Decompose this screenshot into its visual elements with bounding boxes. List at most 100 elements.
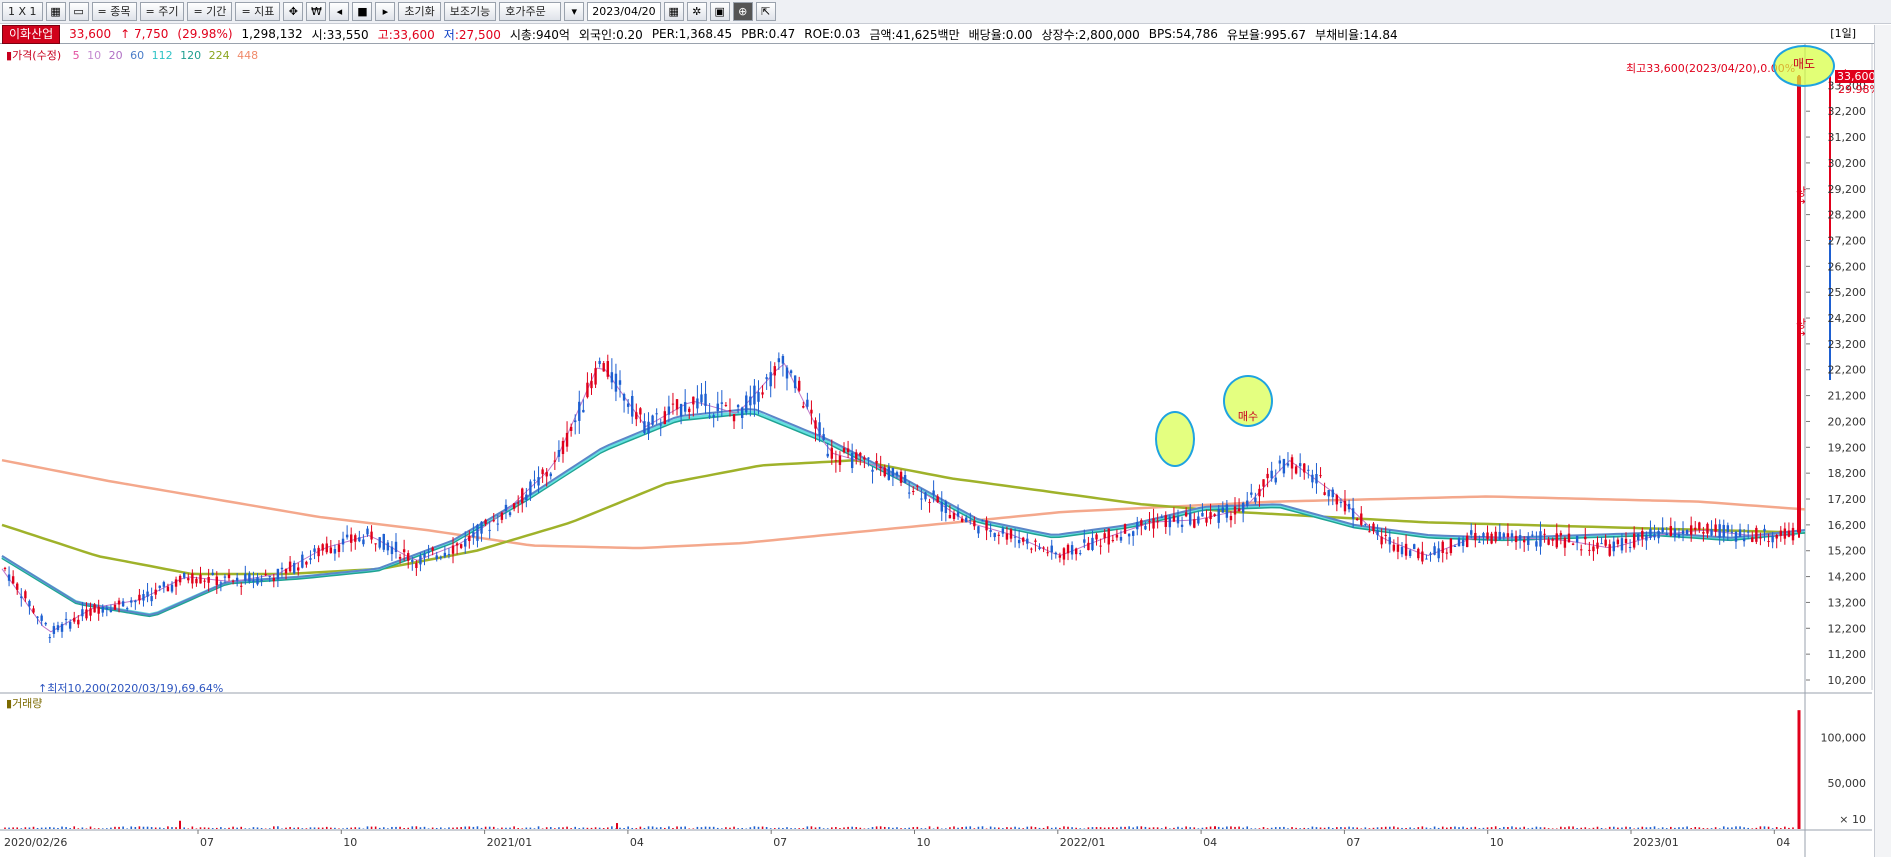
volume-bar bbox=[871, 827, 874, 829]
single-view-icon[interactable]: ▭ bbox=[68, 2, 89, 21]
volume-bar bbox=[582, 827, 585, 829]
candle-body bbox=[1380, 536, 1383, 545]
indicator-button[interactable]: = 지표 bbox=[235, 2, 281, 21]
price-tick-label: 29,200 bbox=[1828, 183, 1867, 196]
export-icon[interactable]: ⇱ bbox=[755, 2, 776, 21]
volume-bar bbox=[1482, 827, 1485, 829]
won-icon[interactable]: ₩ bbox=[306, 2, 327, 21]
volume-bar bbox=[142, 826, 145, 829]
candle-body bbox=[541, 469, 544, 475]
volume-bar bbox=[1466, 827, 1468, 829]
volume-bar bbox=[672, 828, 674, 829]
candle-body bbox=[663, 411, 667, 425]
volume-bar bbox=[1592, 827, 1595, 829]
stop-icon[interactable]: ■ bbox=[352, 2, 373, 21]
volume-bar bbox=[615, 828, 617, 829]
volume-bar bbox=[606, 827, 609, 829]
date-label: 2023/01 bbox=[1633, 836, 1679, 849]
volume-bar bbox=[900, 828, 902, 829]
candle-body bbox=[696, 398, 699, 409]
candle-body bbox=[614, 373, 618, 392]
candle-body bbox=[1343, 500, 1347, 512]
gear-icon[interactable]: ✲ bbox=[686, 2, 707, 21]
save-icon[interactable]: ▣ bbox=[709, 2, 730, 21]
candle-body bbox=[899, 471, 903, 483]
candle-body bbox=[1229, 515, 1233, 521]
volume-bar bbox=[696, 826, 699, 829]
volume-bar bbox=[753, 826, 756, 829]
volume-bar bbox=[916, 826, 919, 829]
candle-body bbox=[655, 413, 658, 415]
candle-body bbox=[1465, 535, 1469, 548]
high-annotation: 최고33,600(2023/04/20),0.00% bbox=[1626, 62, 1796, 75]
cycle-button[interactable]: = 주기 bbox=[139, 2, 185, 21]
order-dropdown-icon[interactable]: ▾ bbox=[564, 2, 585, 21]
volume-bar bbox=[965, 826, 968, 829]
candle-body bbox=[1783, 528, 1787, 539]
zoom-icon[interactable]: ⊕ bbox=[732, 2, 753, 21]
volume-bar bbox=[350, 827, 352, 829]
date-label: 04 bbox=[630, 836, 644, 849]
candle-body bbox=[574, 420, 577, 423]
candle-body bbox=[1730, 531, 1734, 533]
candle-body bbox=[1494, 531, 1497, 542]
layout-button[interactable]: 1 X 1 bbox=[2, 2, 43, 21]
candle-body bbox=[675, 399, 679, 410]
candle-body bbox=[1641, 530, 1644, 539]
move-icon[interactable]: ✥ bbox=[283, 2, 304, 21]
candle-body bbox=[590, 380, 593, 389]
candle-body bbox=[341, 538, 345, 545]
volume-bar bbox=[1213, 828, 1216, 829]
volume-bar bbox=[134, 827, 137, 829]
candle-body bbox=[1596, 542, 1599, 549]
stock-button[interactable]: = 종목 bbox=[91, 2, 137, 21]
volume-bar bbox=[1710, 828, 1713, 829]
candle-body bbox=[1506, 533, 1510, 537]
order-button[interactable]: 호가주문 bbox=[499, 2, 562, 21]
period-label[interactable]: [1일] bbox=[1830, 27, 1856, 40]
candle-body bbox=[1751, 537, 1754, 542]
volume-bar bbox=[106, 828, 108, 829]
volume-bar bbox=[631, 827, 634, 829]
volume-bar bbox=[1226, 826, 1228, 829]
volume-bar bbox=[1678, 827, 1680, 829]
prev-icon[interactable]: ◂ bbox=[329, 2, 350, 21]
volume-bar bbox=[757, 826, 760, 829]
volume-spike bbox=[616, 823, 618, 829]
volume-bar bbox=[1661, 827, 1664, 829]
stock-name[interactable]: 이화산업 bbox=[2, 24, 61, 44]
volume-bar bbox=[57, 828, 59, 829]
volume-bar bbox=[472, 826, 475, 829]
candle-body bbox=[472, 532, 475, 538]
volume-bar bbox=[509, 827, 511, 829]
volume-bar bbox=[256, 827, 259, 829]
reset-button[interactable]: 초기화 bbox=[398, 2, 441, 21]
market-cap: 시총:940억 bbox=[509, 27, 570, 42]
grid-icon[interactable]: ▦ bbox=[45, 2, 66, 21]
volume-bar bbox=[1022, 828, 1025, 829]
volume-bar bbox=[875, 826, 878, 829]
volume-bar bbox=[798, 828, 801, 829]
volume-bar bbox=[1645, 827, 1648, 829]
volume-bar bbox=[236, 827, 238, 829]
calendar-icon[interactable]: ▦ bbox=[663, 2, 684, 21]
volume-bar bbox=[1055, 827, 1057, 829]
date-input[interactable]: 2023/04/20 bbox=[587, 2, 661, 21]
candle-body bbox=[1034, 540, 1037, 542]
candle-body bbox=[834, 460, 838, 462]
volume-bar bbox=[366, 826, 369, 829]
period-button[interactable]: = 기간 bbox=[187, 2, 233, 21]
price-tick-label: 20,200 bbox=[1828, 415, 1867, 428]
volume-bar bbox=[1352, 827, 1354, 829]
next-icon[interactable]: ▸ bbox=[375, 2, 396, 21]
aux-function-button[interactable]: 보조기능 bbox=[443, 2, 497, 21]
right-scroll-panel[interactable] bbox=[1874, 25, 1891, 857]
legend-price-label: ▮가격(수정) bbox=[6, 49, 62, 62]
volume-bar bbox=[411, 826, 414, 829]
volume-bar bbox=[488, 826, 491, 829]
volume-bar bbox=[403, 828, 405, 829]
volume-bar bbox=[1674, 827, 1676, 829]
candle-body bbox=[757, 392, 760, 402]
volume-bar bbox=[1299, 828, 1301, 829]
